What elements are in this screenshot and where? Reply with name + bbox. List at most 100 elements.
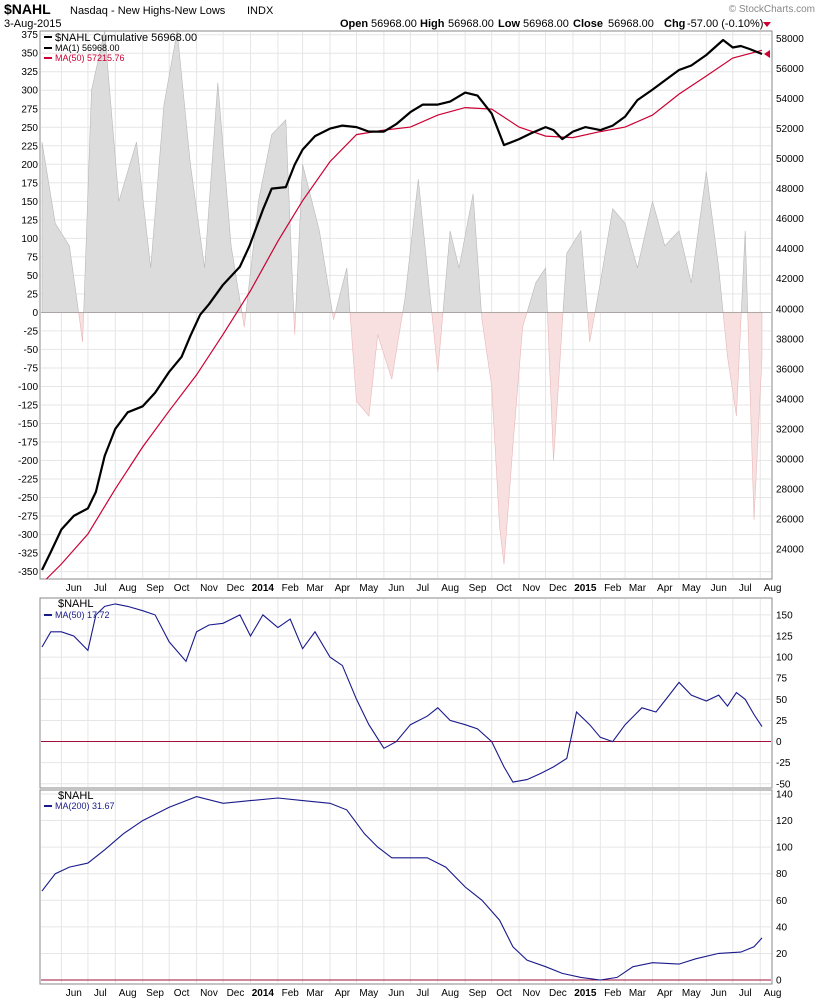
y-left-tick-label: -325 (18, 549, 38, 560)
nahl-positive-area (41, 30, 762, 313)
y-right-tick-label: 60 (776, 896, 788, 907)
x-tick-label: Oct (496, 988, 512, 999)
y-right-tick-label: 36000 (776, 364, 804, 375)
nahl-negative-area (42, 312, 763, 565)
x-tick-label: Dec (227, 988, 245, 999)
y-left-tick-label: 125 (21, 215, 38, 226)
x-tick-label: Aug (441, 583, 459, 594)
y-left-tick-label: 175 (21, 178, 38, 189)
x-tick-label: Sep (469, 988, 487, 999)
legend-ma1: MA(1) 56968.00 (55, 43, 120, 53)
y-right-tick-label: 44000 (776, 244, 804, 255)
x-tick-label: Jul (94, 583, 107, 594)
ma200-panel-title: $NAHL (58, 790, 93, 802)
high-label: High (420, 18, 445, 30)
x-tick-label: Dec (227, 583, 245, 594)
x-tick-label: Mar (306, 583, 324, 594)
y-left-tick-label: 75 (27, 252, 39, 263)
x-tick-label: Apr (335, 988, 351, 999)
x-tick-label: Oct (174, 583, 190, 594)
y-right-tick-label: 80 (776, 869, 788, 880)
y-right-tick-label: 25 (776, 716, 788, 727)
down-arrow-icon (763, 22, 771, 27)
chg-value: -57.00 (-0.10%) (687, 18, 763, 30)
y-left-tick-label: 350 (21, 49, 38, 60)
y-left-tick-label: -175 (18, 438, 38, 449)
y-right-tick-label: 34000 (776, 394, 804, 405)
x-tick-label: Nov (523, 988, 541, 999)
x-tick-label: Jul (416, 988, 429, 999)
x-tick-label: Mar (629, 988, 647, 999)
low-value: 56968.00 (523, 18, 569, 30)
y-left-tick-label: -25 (24, 326, 39, 337)
y-right-tick-label: 32000 (776, 424, 804, 435)
y-right-tick-label: 24000 (776, 544, 804, 555)
x-tick-label: Aug (119, 988, 137, 999)
low-label: Low (498, 18, 520, 30)
y-left-tick-label: -75 (24, 363, 39, 374)
x-tick-label: Nov (200, 988, 218, 999)
x-tick-label: Apr (335, 583, 351, 594)
y-left-tick-label: 50 (27, 271, 39, 282)
y-right-tick-label: 140 (776, 789, 793, 800)
y-left-tick-label: 150 (21, 197, 38, 208)
chart-symbol: $NAHL (4, 1, 51, 17)
high-value: 56968.00 (448, 18, 494, 30)
x-tick-label: Apr (657, 988, 673, 999)
price-panel-frame (39, 30, 773, 580)
y-right-tick-label: 100 (776, 843, 793, 854)
y-left-tick-label: -200 (18, 456, 38, 467)
y-left-tick-label: 225 (21, 141, 38, 152)
x-tick-label: Aug (441, 988, 459, 999)
x-tick-label: Sep (469, 583, 487, 594)
x-tick-label: Jul (94, 988, 107, 999)
y-left-tick-label: 375 (21, 30, 38, 41)
y-right-tick-label: -50 (776, 779, 791, 790)
y-left-tick-label: -150 (18, 419, 38, 430)
nahl-area-layer (41, 30, 771, 565)
x-tick-label: Nov (200, 583, 218, 594)
x-tick-label: Jun (711, 583, 727, 594)
y-left-tick-label: -275 (18, 512, 38, 523)
x-tick-label: Aug (764, 583, 782, 594)
x-tick-label: Oct (496, 583, 512, 594)
y-right-tick-label: 100 (776, 653, 793, 664)
y-left-tick-label: -250 (18, 493, 38, 504)
ma200-legend: MA(200) 31.67 (55, 801, 115, 811)
y-left-tick-label: 200 (21, 160, 38, 171)
y-right-tick-label: 54000 (776, 94, 804, 105)
axis-layer: Jun Jun Jul Jul Aug Aug Sep Sep Oct Oct Nov Nov Dec D… (18, 30, 804, 999)
x-tick-label: Jul (739, 988, 752, 999)
y-right-tick-label: 40000 (776, 304, 804, 315)
chart-watermark: © StockCharts.com (729, 4, 815, 15)
cumulative-line (41, 38, 763, 571)
grid-layer (41, 32, 771, 983)
open-value: 56968.00 (371, 18, 417, 30)
chart-exchange: INDX (247, 5, 274, 17)
close-label: Close (573, 18, 603, 30)
ma50-legend: MA(50) 17.72 (55, 610, 110, 620)
y-left-tick-label: -125 (18, 400, 38, 411)
y-right-tick-label: 30000 (776, 454, 804, 465)
open-label: Open (340, 18, 368, 30)
x-tick-label: 2014 (252, 988, 275, 999)
ma50-panel-frame (39, 597, 773, 789)
y-right-tick-label: 38000 (776, 334, 804, 345)
x-tick-label: Aug (119, 583, 137, 594)
y-left-tick-label: 25 (27, 289, 39, 300)
chart-date: 3-Aug-2015 (4, 18, 62, 30)
y-right-tick-label: 48000 (776, 184, 804, 195)
x-tick-label: Jun (66, 988, 82, 999)
x-tick-label: May (359, 583, 378, 594)
x-tick-label: Nov (523, 583, 541, 594)
y-right-tick-label: 42000 (776, 274, 804, 285)
x-tick-label: Jul (739, 583, 752, 594)
price-legend: $NAHL Cumulative 56968.00 MA(1) 56968.00… (44, 32, 197, 63)
y-left-tick-label: 300 (21, 86, 38, 97)
chart-description: Nasdaq - New Highs-New Lows (70, 5, 226, 17)
close-value: 56968.00 (608, 18, 654, 30)
y-right-tick-label: 26000 (776, 514, 804, 525)
x-tick-label: Feb (604, 988, 622, 999)
x-tick-label: Sep (146, 583, 164, 594)
x-tick-label: 2014 (252, 583, 275, 594)
